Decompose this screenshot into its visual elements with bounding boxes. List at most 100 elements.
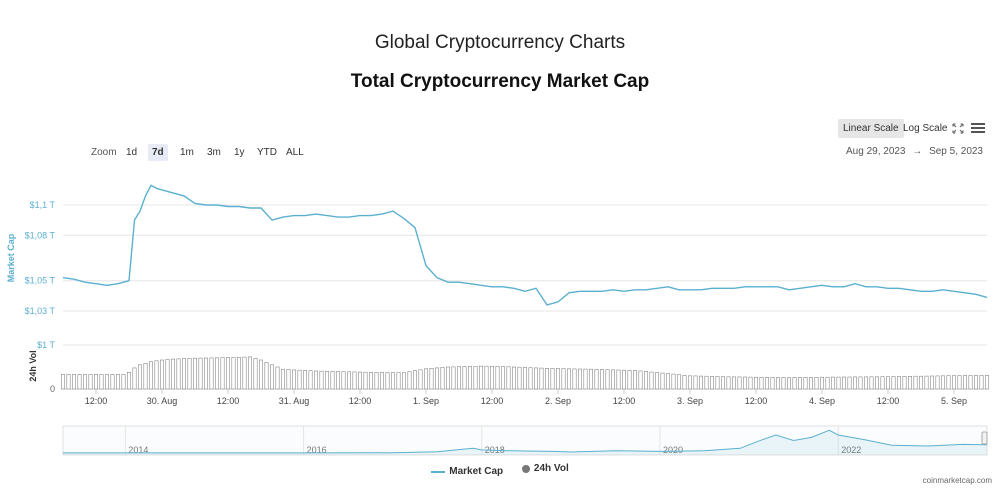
volume-bar [852, 376, 857, 390]
zoom-7d-button[interactable]: 7d [148, 144, 168, 161]
page-title: Global Cryptocurrency Charts [374, 32, 626, 53]
volume-bar [379, 372, 384, 390]
y-axis-title: Market Cap [6, 233, 16, 282]
volume-bar [786, 377, 791, 390]
zoom-1d-button[interactable]: 1d [126, 147, 138, 158]
volume-bar [709, 376, 714, 390]
volume-bar [456, 366, 461, 390]
volume-bar [973, 375, 978, 390]
volume-bar [522, 367, 527, 390]
navigator-year-label: 2016 [307, 445, 327, 455]
zoom-1m-button[interactable]: 1m [180, 147, 194, 158]
volume-bar [83, 374, 88, 390]
volume-bar [280, 368, 285, 390]
volume-bar [495, 366, 500, 390]
volume-bar [539, 367, 544, 390]
volume-bar [237, 356, 242, 390]
volume-bar [929, 375, 934, 390]
volume-bar [665, 373, 670, 390]
volume-bar [660, 372, 665, 390]
x-tick-label: 12:00 [85, 396, 108, 406]
volume-bar [940, 375, 945, 390]
volume-bar [572, 368, 577, 390]
volume-bar [215, 357, 220, 390]
volume-bar [506, 366, 511, 390]
volume-bar [473, 365, 478, 390]
volume-bar [907, 375, 912, 390]
zoom-3m-button[interactable]: 3m [207, 147, 221, 158]
volume-bar [434, 367, 439, 390]
volume-bar [105, 374, 110, 390]
navigator-handle[interactable] [981, 431, 988, 445]
zoom-1y-button[interactable]: 1y [234, 147, 245, 158]
volume-bar [682, 374, 687, 390]
volume-bar [698, 375, 703, 390]
volume-bar [759, 376, 764, 390]
x-tick-label: 2. Sep [545, 396, 571, 406]
menu-icon[interactable] [971, 122, 985, 134]
volume-bar [335, 371, 340, 390]
volume-bar [176, 358, 181, 390]
volume-bar [220, 357, 225, 390]
volume-bar [248, 356, 253, 390]
x-tick-label: 12:00 [217, 396, 240, 406]
date-from[interactable]: Aug 29, 2023 [846, 146, 906, 157]
legend-item-market-cap[interactable]: Market Cap [431, 466, 503, 477]
volume-bar [264, 362, 269, 390]
navigator-year-label: 2020 [663, 445, 683, 455]
volume-bar [99, 374, 104, 390]
navigator-year-label: 2022 [841, 445, 861, 455]
volume-bar [423, 368, 428, 390]
volume-bar [797, 377, 802, 390]
volume-bar [165, 359, 170, 390]
volume-bar [396, 372, 401, 390]
volume-bar [566, 368, 571, 390]
volume-bar [60, 374, 65, 390]
volume-bar [924, 375, 929, 390]
volume-bar [632, 370, 637, 390]
log-scale-button[interactable]: Log Scale [903, 123, 948, 134]
volume-bar [451, 366, 456, 390]
volume-bar [385, 372, 390, 390]
volume-bar [775, 377, 780, 390]
volume-bar [731, 376, 736, 390]
volume-bar [946, 375, 951, 390]
volume-bar [484, 365, 489, 390]
volume-bar [407, 371, 412, 390]
volume-bar [182, 358, 187, 390]
volume-bar [605, 369, 610, 390]
volume-bar [116, 374, 121, 390]
volume-bar [94, 374, 99, 390]
market-cap-series-line [62, 184, 988, 306]
volume-bar [500, 366, 505, 390]
volume-bar [918, 375, 923, 390]
volume-bar [132, 367, 137, 390]
volume-bar [808, 376, 813, 390]
volume-bar [401, 372, 406, 390]
legend-item-24h-vol[interactable]: 24h Vol [521, 463, 569, 474]
volume-bar [160, 359, 165, 390]
linear-scale-button[interactable]: Linear Scale [838, 119, 904, 138]
volume-bar [968, 375, 973, 390]
date-to[interactable]: Sep 5, 2023 [929, 146, 983, 157]
volume-bar [825, 376, 830, 390]
x-tick-label: 1. Sep [413, 396, 439, 406]
date-separator: → [912, 146, 923, 157]
volume-bar [737, 376, 742, 390]
volume-bar [66, 374, 71, 390]
zoom-ytd-button[interactable]: YTD [257, 147, 277, 158]
fullscreen-icon[interactable] [952, 123, 964, 134]
zoom-all-button[interactable]: ALL [286, 147, 304, 158]
volume-bar [478, 365, 483, 390]
volume-bar [896, 376, 901, 390]
volume-bar [847, 376, 852, 390]
volume-bar [803, 376, 808, 390]
volume-bar [836, 376, 841, 390]
volume-bar [726, 376, 731, 390]
volume-bar [286, 369, 291, 390]
navigator-series-line [63, 429, 988, 454]
volume-bar [753, 376, 758, 390]
volume-bar [984, 375, 989, 390]
volume-bar [891, 376, 896, 390]
